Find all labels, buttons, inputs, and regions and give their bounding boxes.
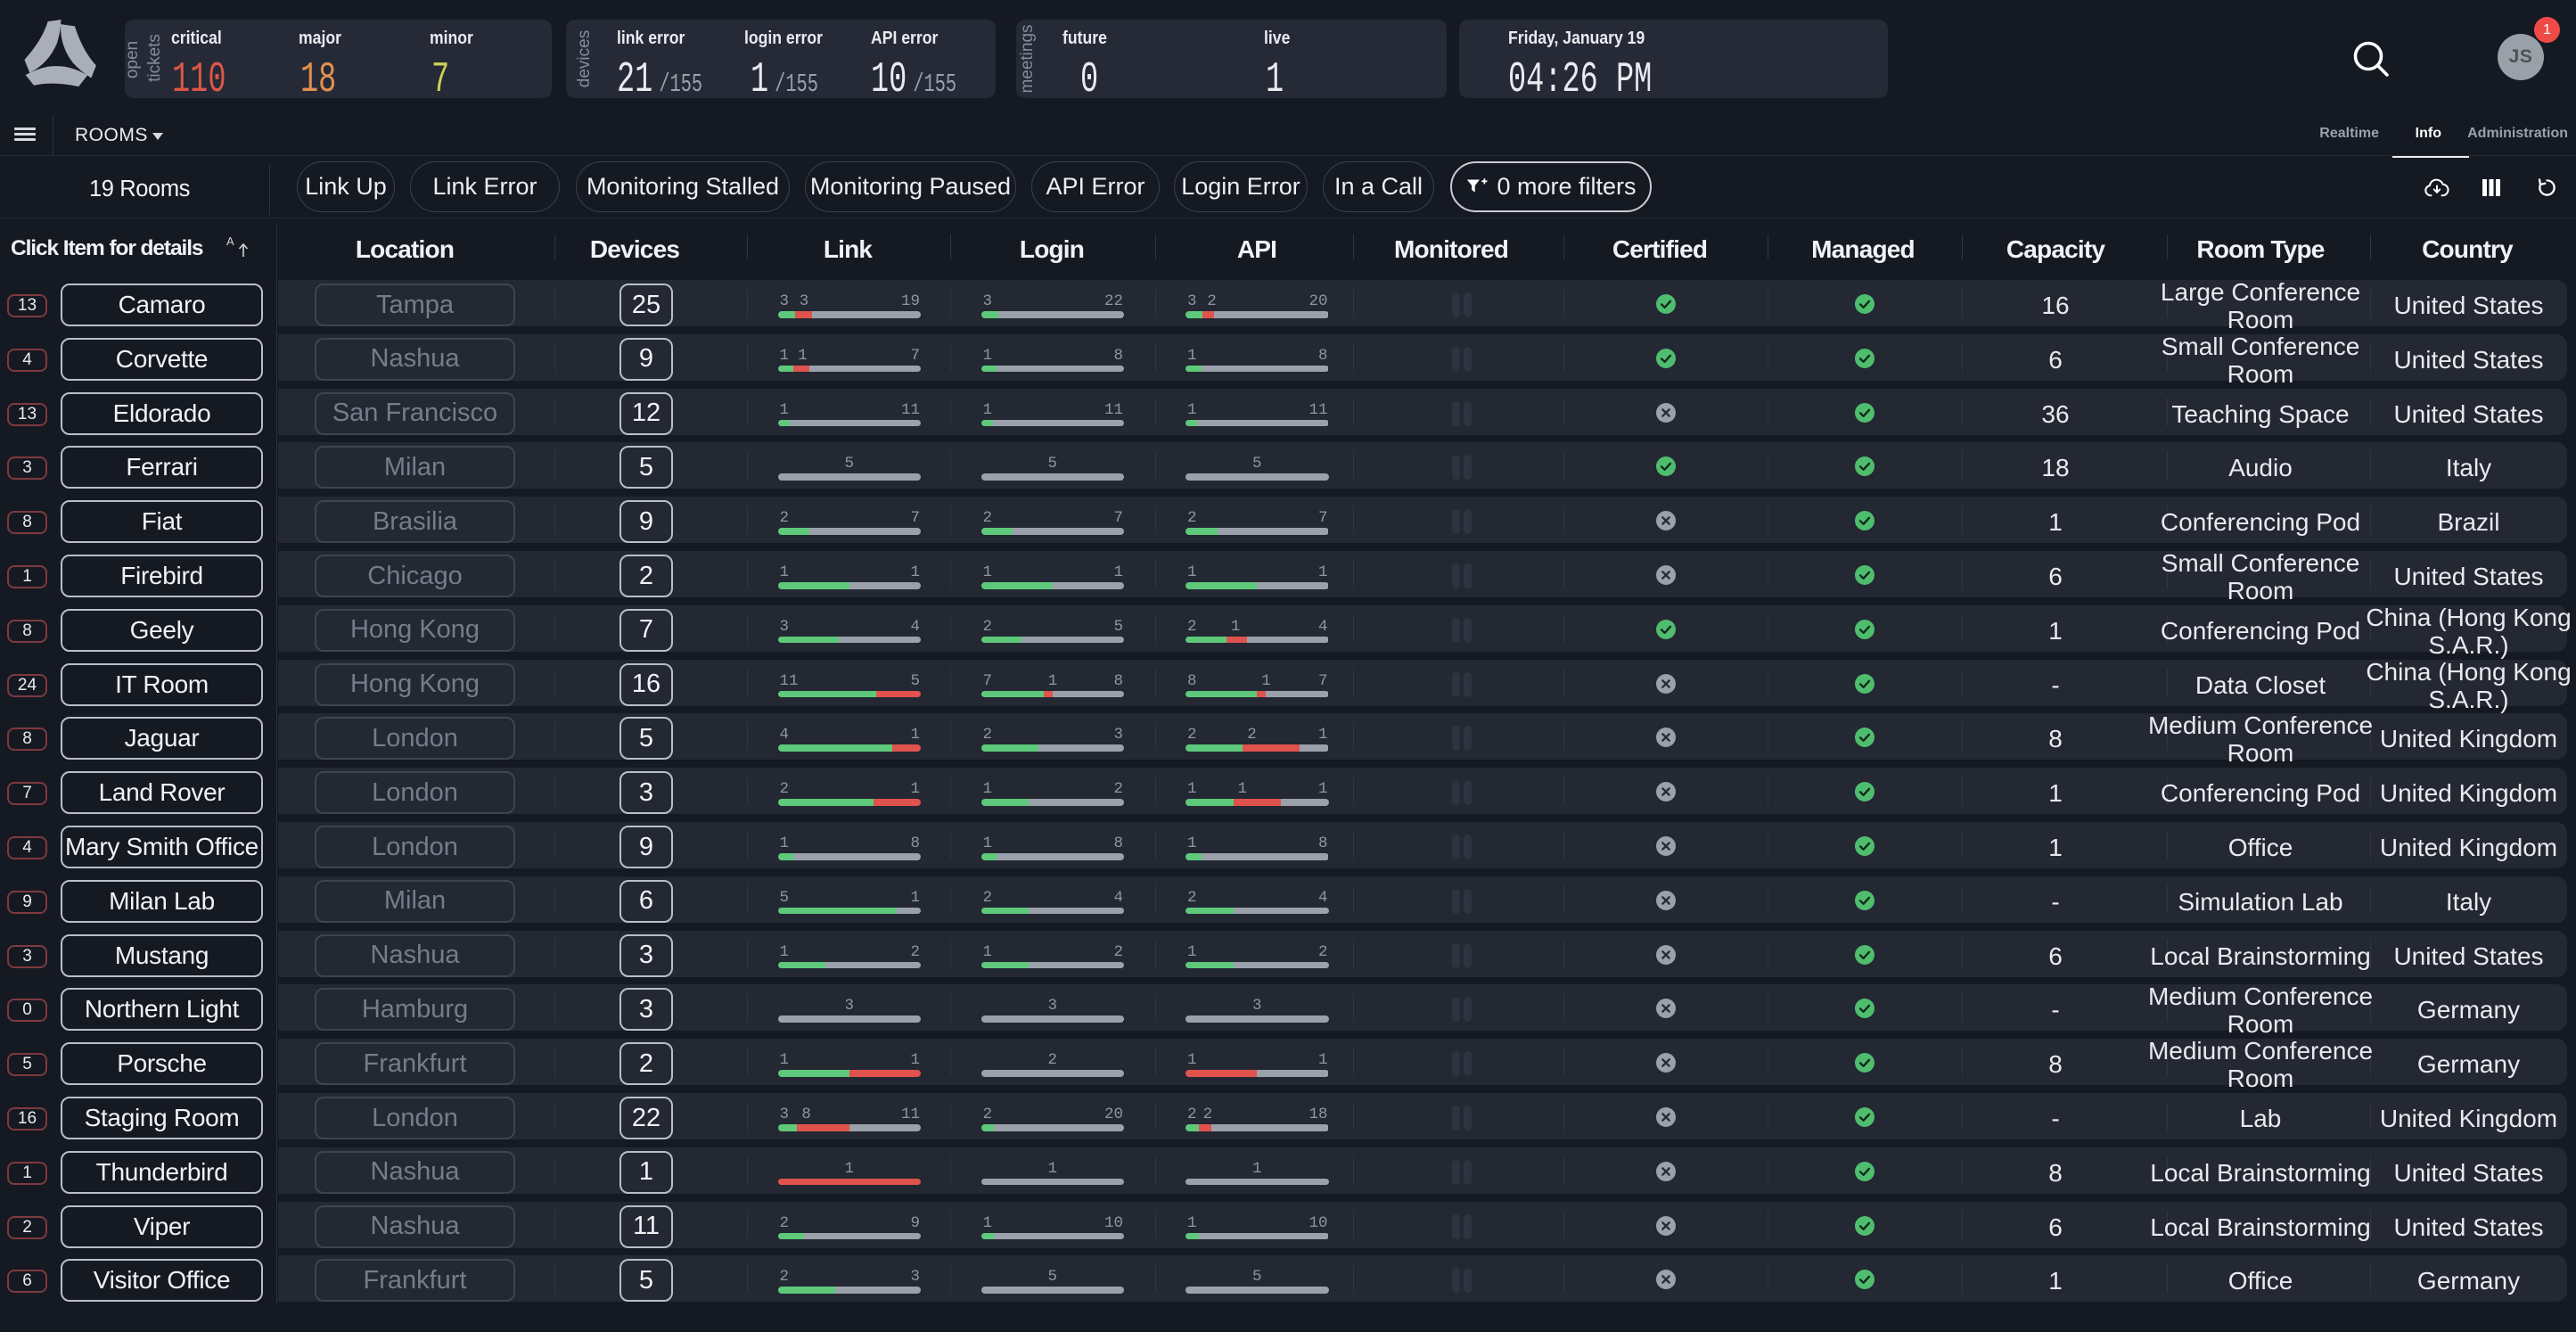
svg-text:A: A bbox=[226, 234, 234, 248]
